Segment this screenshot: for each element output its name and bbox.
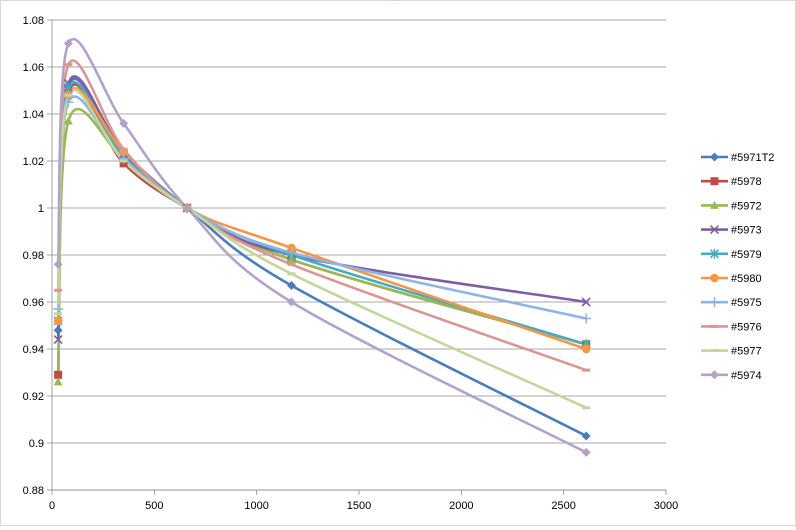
y-tick-label: 1 bbox=[38, 203, 44, 215]
data-point bbox=[119, 159, 128, 163]
data-point bbox=[63, 116, 73, 125]
legend-label: #5971T2 bbox=[731, 152, 774, 164]
legend-label: #5973 bbox=[731, 225, 762, 237]
y-tick-label: 0.88 bbox=[23, 485, 44, 497]
legend-marker bbox=[709, 248, 720, 259]
data-point bbox=[53, 316, 63, 326]
axes bbox=[47, 19, 667, 495]
data-point bbox=[286, 281, 296, 291]
x-tick-label: 2500 bbox=[551, 500, 575, 512]
legend-label: #5979 bbox=[731, 249, 762, 261]
data-point bbox=[53, 325, 63, 335]
data-point bbox=[119, 147, 128, 151]
series-line bbox=[56, 83, 588, 377]
gridlines bbox=[52, 19, 666, 491]
data-point bbox=[286, 247, 297, 258]
legend: #5971T2 #5978 #5972 #5973 #5979 #5980 #5975 #59… bbox=[701, 152, 774, 382]
data-point bbox=[64, 63, 73, 67]
data-point bbox=[287, 262, 296, 266]
legend-label: #5977 bbox=[731, 346, 762, 358]
data-point bbox=[64, 93, 73, 97]
plot-series bbox=[53, 38, 592, 457]
resize-grip-icon[interactable]: :::: bbox=[389, 0, 400, 6]
legend-label: #5980 bbox=[731, 273, 762, 285]
data-point bbox=[119, 118, 129, 128]
y-tick-label: 1.04 bbox=[23, 109, 44, 121]
legend-marker bbox=[710, 324, 719, 328]
x-tick-label: 500 bbox=[145, 500, 163, 512]
data-point bbox=[581, 431, 591, 441]
data-point bbox=[53, 377, 63, 386]
x-tick-label: 0 bbox=[49, 500, 55, 512]
y-tick-label: 0.9 bbox=[29, 438, 44, 450]
legend-marker bbox=[710, 273, 719, 283]
data-point bbox=[63, 97, 74, 108]
legend-marker bbox=[710, 152, 719, 162]
x-tick-label: 3000 bbox=[654, 500, 678, 512]
data-point bbox=[582, 368, 591, 372]
legend-marker bbox=[710, 200, 719, 209]
data-point bbox=[581, 447, 591, 457]
data-point bbox=[54, 288, 63, 292]
y-tick-label: 0.94 bbox=[23, 344, 44, 356]
legend-label: #5975 bbox=[731, 297, 762, 309]
series-line bbox=[56, 59, 588, 372]
legend-label: #5972 bbox=[731, 200, 762, 212]
legend-marker bbox=[710, 177, 719, 186]
series-line bbox=[56, 80, 588, 346]
x-tick-label: 2000 bbox=[449, 500, 473, 512]
legend-marker bbox=[709, 297, 720, 308]
data-point bbox=[581, 344, 591, 354]
data-point bbox=[582, 406, 591, 410]
data-point bbox=[286, 297, 296, 307]
legend-marker bbox=[709, 225, 720, 235]
y-tick-label: 0.92 bbox=[23, 391, 44, 403]
y-tick-label: 1.08 bbox=[23, 15, 44, 27]
x-tick-label: 1500 bbox=[347, 500, 371, 512]
data-point bbox=[63, 39, 73, 48]
y-tick-label: 1.02 bbox=[23, 156, 44, 168]
legend-marker bbox=[710, 370, 719, 380]
data-point bbox=[287, 272, 296, 276]
y-axis-tick-labels: 0.88 0.9 0.92 0.94 0.96 0.98 1 1.02 1.04 1.06 1.08 bbox=[23, 15, 44, 497]
legend-label: #5976 bbox=[731, 321, 762, 333]
legend-marker bbox=[710, 349, 719, 353]
legend-label: #5978 bbox=[731, 176, 762, 188]
data-point bbox=[581, 297, 591, 307]
x-axis-tick-labels: 0 500 1000 1500 2000 2500 3000 bbox=[49, 500, 678, 512]
y-tick-label: 0.96 bbox=[23, 297, 44, 309]
data-point bbox=[53, 335, 63, 345]
data-point bbox=[581, 313, 592, 324]
x-tick-label: 1000 bbox=[244, 500, 268, 512]
data-point bbox=[54, 312, 63, 316]
series-line bbox=[56, 86, 588, 351]
series-line bbox=[56, 107, 588, 384]
series-line bbox=[56, 95, 588, 320]
data-point bbox=[182, 203, 192, 213]
series-line bbox=[56, 38, 588, 454]
y-tick-label: 1.06 bbox=[23, 62, 44, 74]
data-point bbox=[53, 259, 63, 269]
data-point bbox=[54, 370, 63, 379]
y-tick-label: 0.98 bbox=[23, 250, 44, 262]
series-line bbox=[56, 88, 588, 410]
legend-label: #5974 bbox=[731, 370, 762, 382]
